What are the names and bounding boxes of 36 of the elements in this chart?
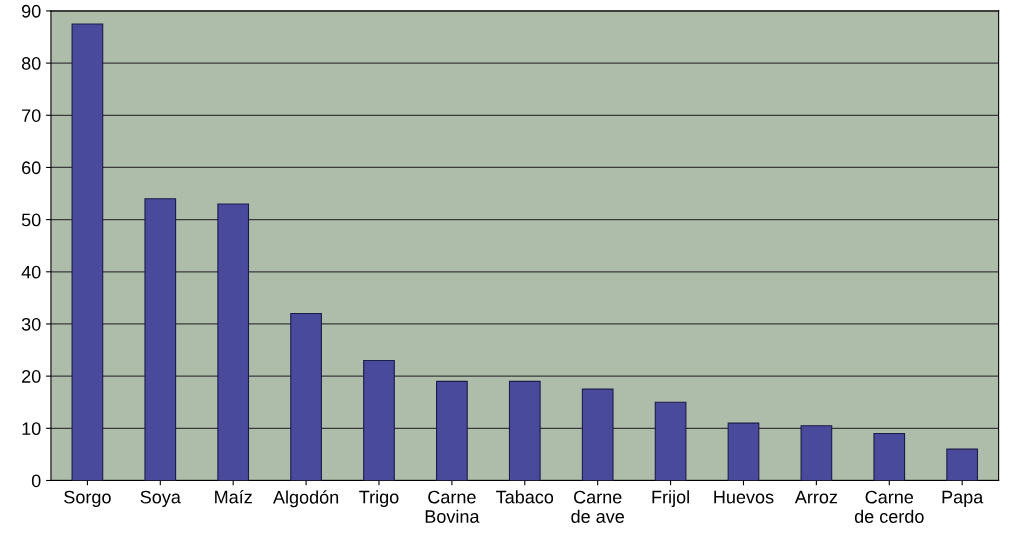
bar <box>436 380 468 481</box>
y-tick-label: 0 <box>31 474 41 488</box>
x-tick-label: Huevos <box>714 490 774 504</box>
x-tick-label: Sorgo <box>64 490 111 508</box>
bar <box>873 432 906 481</box>
bar <box>508 380 541 481</box>
y-tick-label: 90 <box>21 4 41 18</box>
y-tick-label: 50 <box>21 213 41 227</box>
bar <box>144 198 177 481</box>
y-tick-label: 70 <box>22 109 41 122</box>
x-tick-label: Tabaco <box>496 490 554 504</box>
x-tick-label: Carne de cerdo <box>854 490 924 523</box>
y-tick-label: 20 <box>22 370 41 383</box>
x-tick-label: Carne Bovina <box>425 490 480 523</box>
y-tick-label: 80 <box>21 57 41 70</box>
bar <box>581 388 614 481</box>
x-tick-label: Arroz <box>794 490 838 504</box>
bar <box>71 23 104 481</box>
bar <box>217 203 250 481</box>
x-tick-label: Trigo <box>359 490 399 508</box>
bar <box>800 425 833 481</box>
x-tick-label: Algodón <box>273 490 339 508</box>
bar <box>363 359 395 481</box>
x-tick-label: Frijol <box>652 490 689 508</box>
y-tick-label: 60 <box>22 161 41 175</box>
x-tick-label: Carne de ave <box>571 490 624 523</box>
x-tick-label: Soya <box>140 490 181 508</box>
y-tick-label: 30 <box>21 317 41 331</box>
y-tick-label: 10 <box>22 422 41 436</box>
bar <box>290 312 322 481</box>
x-tick-label: Maíz <box>215 489 252 504</box>
bar <box>727 422 760 481</box>
x-tick-label: Papa <box>942 490 984 508</box>
bar <box>654 401 687 481</box>
y-tick-label: 40 <box>21 265 41 279</box>
bar <box>946 448 979 481</box>
